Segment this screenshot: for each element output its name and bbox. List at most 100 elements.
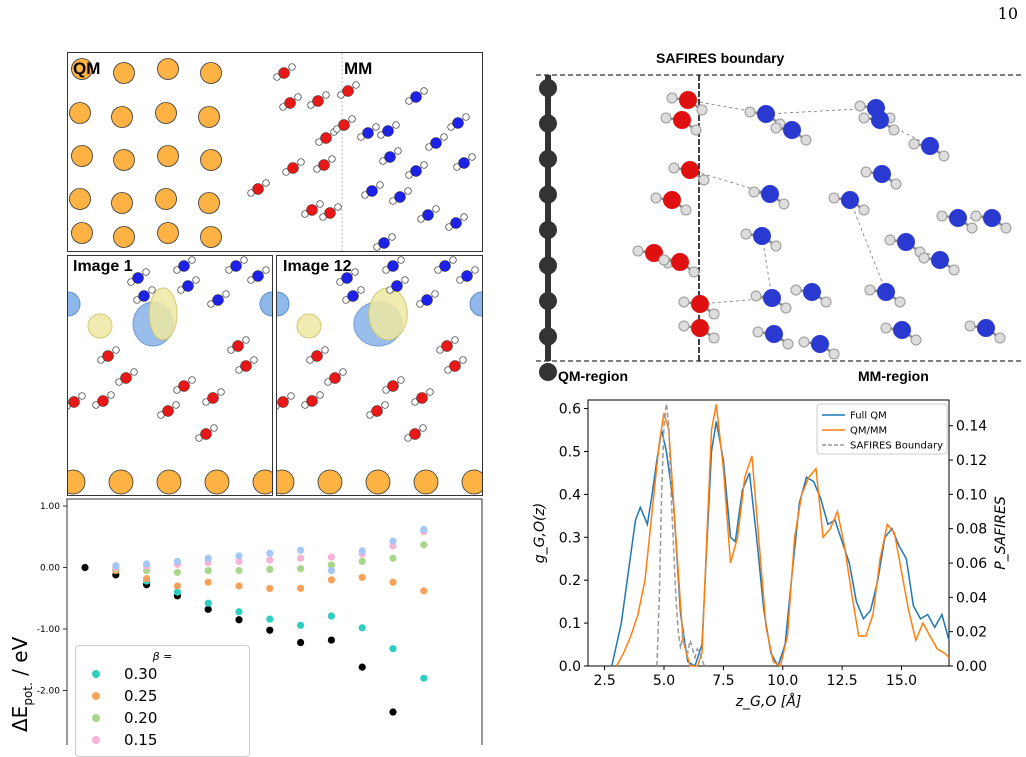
qm-region-label: QM-region bbox=[558, 368, 628, 384]
mm-oxygen-atom bbox=[458, 157, 470, 169]
hydrogen-atom bbox=[828, 192, 840, 204]
oxygen-atom bbox=[120, 372, 132, 384]
energy-data-point bbox=[327, 576, 335, 584]
hydrogen-atom bbox=[752, 326, 764, 338]
hydrogen-atom bbox=[858, 204, 870, 216]
hydrogen-atom bbox=[432, 205, 440, 213]
mm-oxygen-atom bbox=[811, 335, 829, 353]
hydrogen-atom bbox=[798, 336, 810, 348]
mm-oxygen-atom bbox=[430, 137, 442, 149]
hydrogen-atom bbox=[894, 296, 906, 308]
energy-ylabel-unit: / eV bbox=[8, 636, 32, 676]
mm-oxygen-atom bbox=[949, 209, 967, 227]
energy-data-point bbox=[420, 541, 428, 549]
gold-atom bbox=[252, 469, 272, 495]
energy-data-point bbox=[143, 560, 151, 568]
hydrogen-atom bbox=[708, 332, 720, 344]
gold-atom bbox=[69, 188, 91, 210]
hydrogen-atom bbox=[351, 268, 359, 276]
oxygen-atom bbox=[232, 340, 244, 352]
energy-data-point bbox=[327, 566, 335, 575]
energy-data-point bbox=[358, 547, 366, 555]
energy-data-point bbox=[297, 554, 305, 562]
legend-entry: 0.30 bbox=[76, 663, 249, 685]
energy-data-point bbox=[266, 584, 274, 593]
hydrogen-atom bbox=[222, 290, 230, 298]
energy-ytick-label: -1.00 bbox=[37, 625, 61, 635]
image-12-label: Image 12 bbox=[283, 258, 352, 275]
qm-oxygen-atom bbox=[679, 91, 697, 109]
rdf-xtick-label: 15.0 bbox=[886, 673, 917, 689]
energy-data-point bbox=[235, 566, 243, 575]
energy-data-point bbox=[173, 588, 181, 596]
image-1-label: Image 1 bbox=[73, 258, 133, 275]
hydrogen-atom bbox=[471, 266, 479, 274]
oxygen-atom bbox=[320, 132, 332, 144]
rdf-legend-label: SAFIRES Boundary bbox=[850, 441, 943, 452]
mm-oxygen-atom bbox=[347, 290, 359, 302]
legend-entry: 0.25 bbox=[76, 685, 249, 707]
rdf-legend-label: Full QM bbox=[850, 411, 887, 422]
hydrogen-atom bbox=[800, 134, 812, 146]
mm-oxygen-atom bbox=[132, 272, 144, 284]
oxygen-atom bbox=[277, 396, 289, 408]
rdf-ytick-label: 0.6 bbox=[559, 402, 581, 418]
mm-oxygen-atom bbox=[761, 185, 779, 203]
qm-label: QM bbox=[73, 59, 101, 78]
qm-oxygen-atom bbox=[691, 319, 709, 337]
qm-oxygen-atom bbox=[673, 111, 691, 129]
rdf-y2tick-label: 0.08 bbox=[956, 522, 987, 538]
mm-label: MM bbox=[344, 59, 373, 78]
hydrogen-atom bbox=[780, 302, 792, 314]
hydrogen-bond bbox=[761, 235, 773, 299]
mm-oxygen-atom bbox=[378, 237, 390, 249]
hydrogen-atom bbox=[334, 203, 342, 211]
hydrogen-atom bbox=[828, 348, 840, 360]
image-12-panel: Image 12 bbox=[276, 255, 483, 496]
energy-data-point bbox=[358, 663, 366, 671]
water-molecules bbox=[247, 63, 476, 251]
gold-atom bbox=[113, 226, 135, 248]
gold-atom bbox=[200, 62, 222, 84]
hydrogen-atom bbox=[668, 162, 680, 174]
rdf-xtick-label: 5.0 bbox=[653, 673, 675, 689]
hydrogen-atom bbox=[188, 256, 196, 264]
mm-oxygen-atom bbox=[841, 191, 859, 209]
mm-oxygen-atom bbox=[783, 121, 801, 139]
rdf-xtick-label: 10.0 bbox=[767, 673, 798, 689]
energy-data-point bbox=[297, 621, 305, 629]
energy-data-point bbox=[173, 568, 181, 577]
mm-oxygen-atom bbox=[410, 165, 422, 177]
hydrogen-atom bbox=[420, 87, 428, 95]
oxygen-atom bbox=[306, 204, 318, 216]
legend-marker bbox=[92, 670, 100, 678]
gold-atom bbox=[365, 469, 391, 495]
energy-data-point bbox=[420, 587, 428, 595]
energy-data-point bbox=[173, 557, 181, 565]
gold-atom bbox=[68, 469, 86, 495]
rdf-legend-label: QM/MM bbox=[850, 426, 887, 437]
legend-label: 0.20 bbox=[124, 709, 158, 727]
charge-depletion-isosurface bbox=[469, 291, 482, 317]
rdf-ylabel: g_G,O(z) bbox=[532, 503, 548, 563]
hydrogen-atom bbox=[678, 320, 690, 332]
hydrogen-atom bbox=[688, 266, 700, 278]
energy-data-point bbox=[235, 582, 243, 590]
hydrogen-atom bbox=[888, 124, 900, 136]
hydrogen-atom bbox=[964, 320, 976, 332]
mm-oxygen-atom bbox=[452, 117, 464, 129]
gold-atom bbox=[204, 469, 230, 495]
electrode-atom bbox=[539, 185, 557, 204]
mm-oxygen-atom bbox=[871, 111, 889, 129]
rdf-y2tick-label: 0.00 bbox=[956, 659, 987, 675]
energy-data-point bbox=[143, 574, 151, 583]
hydrogen-atom bbox=[397, 256, 405, 264]
mm-oxygen-atom bbox=[387, 260, 399, 272]
rdf-ytick-label: 0.3 bbox=[559, 530, 581, 546]
qm-oxygen-atom bbox=[645, 244, 663, 262]
electrode-atom bbox=[539, 292, 557, 310]
qm-oxygen-atom bbox=[681, 161, 699, 179]
hydrogen-atom bbox=[698, 174, 710, 186]
oxygen-atom bbox=[449, 360, 461, 372]
gold-atom bbox=[108, 469, 134, 495]
